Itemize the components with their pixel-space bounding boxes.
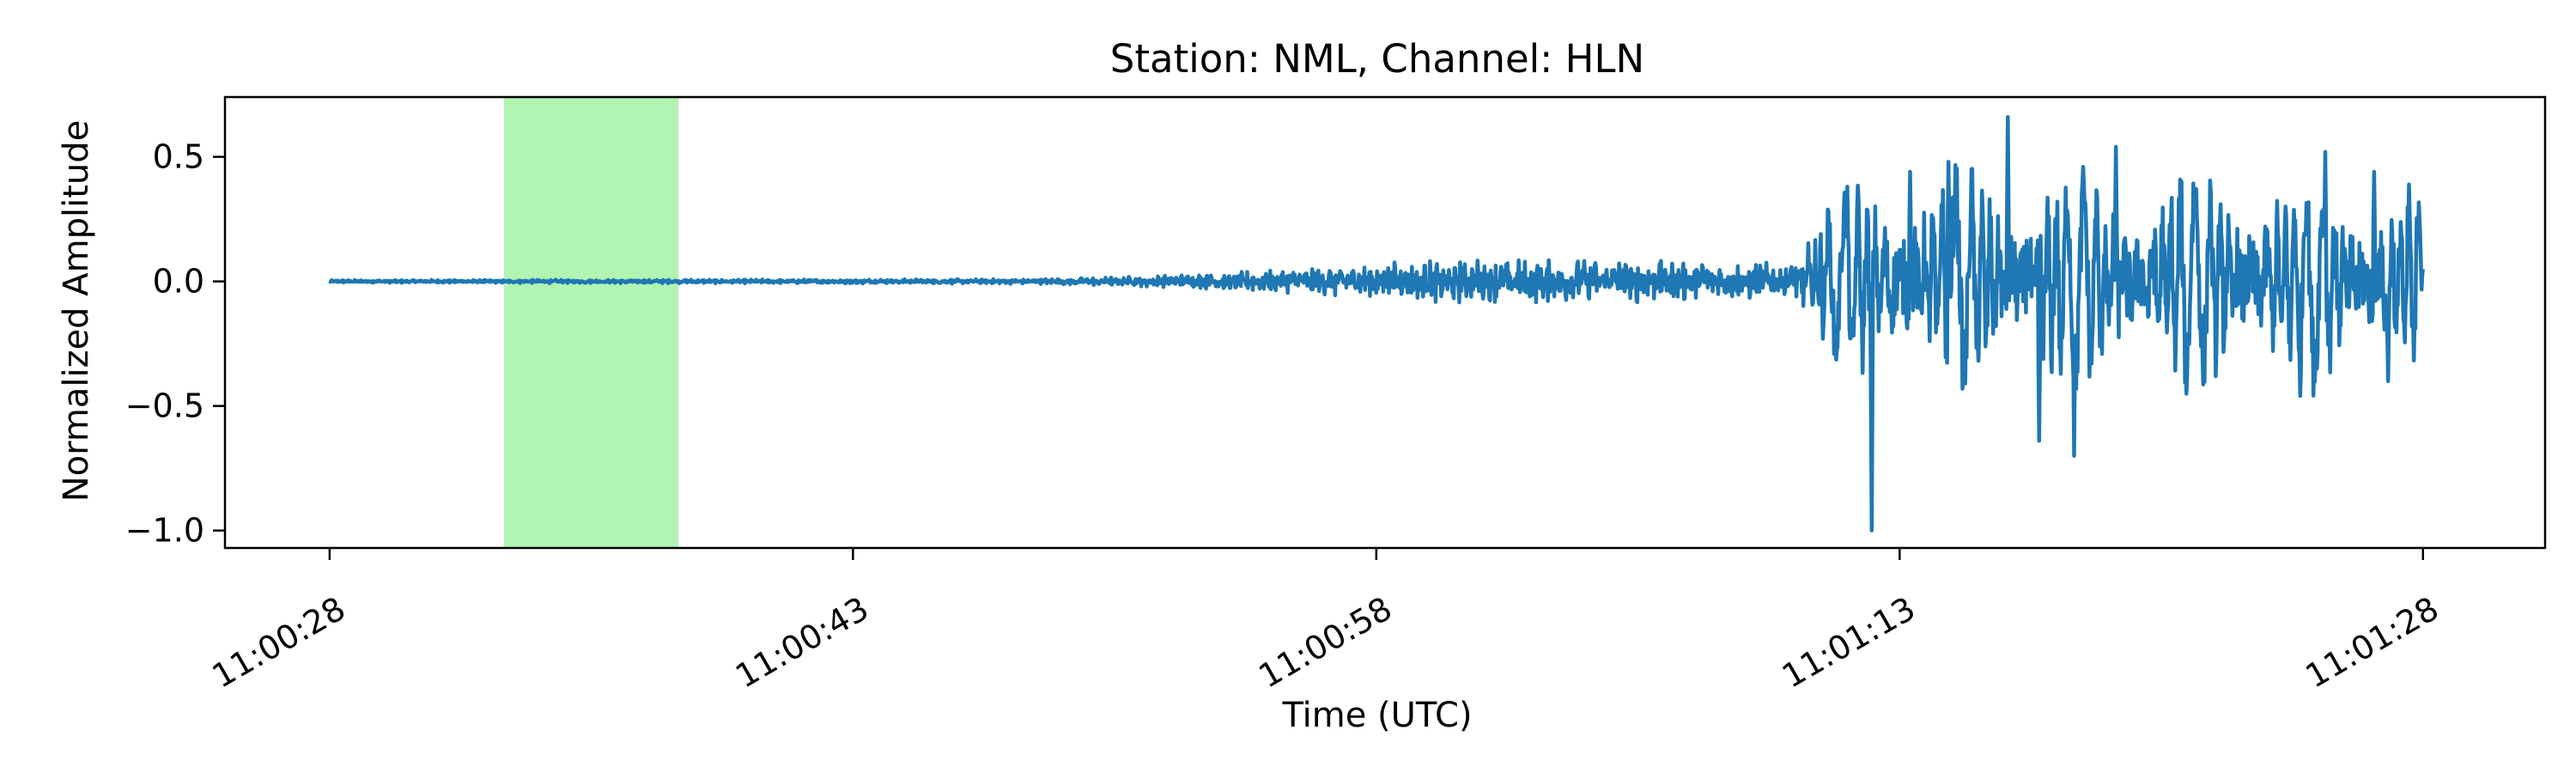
x-tick-label: 11:01:13	[1776, 589, 1922, 695]
y-axis: 0.5 0.0 −0.5 −1.0	[125, 138, 225, 550]
chart-title: Station: NML, Channel: HLN	[1110, 36, 1644, 82]
y-tick-label: 0.0	[153, 263, 204, 301]
x-axis: 11:00:28 11:00:43 11:00:58 11:01:13 11:01:28	[206, 548, 2445, 696]
y-tick-label: −0.5	[125, 387, 204, 425]
x-axis-label: Time (UTC)	[1281, 696, 1472, 735]
x-tick-label: 11:00:28	[206, 589, 352, 695]
x-tick-label: 11:01:28	[2300, 589, 2445, 695]
plot-frame	[223, 95, 2547, 550]
y-axis-label: Normalized Amplitude	[57, 120, 96, 502]
highlight-window	[504, 97, 679, 548]
plot-area	[223, 95, 2547, 550]
x-tick-label: 11:00:43	[729, 589, 875, 695]
y-tick-label: −1.0	[125, 512, 204, 550]
waveform-line	[328, 114, 2426, 533]
x-tick-label: 11:00:58	[1253, 589, 1399, 695]
y-tick-label: 0.5	[153, 138, 204, 176]
